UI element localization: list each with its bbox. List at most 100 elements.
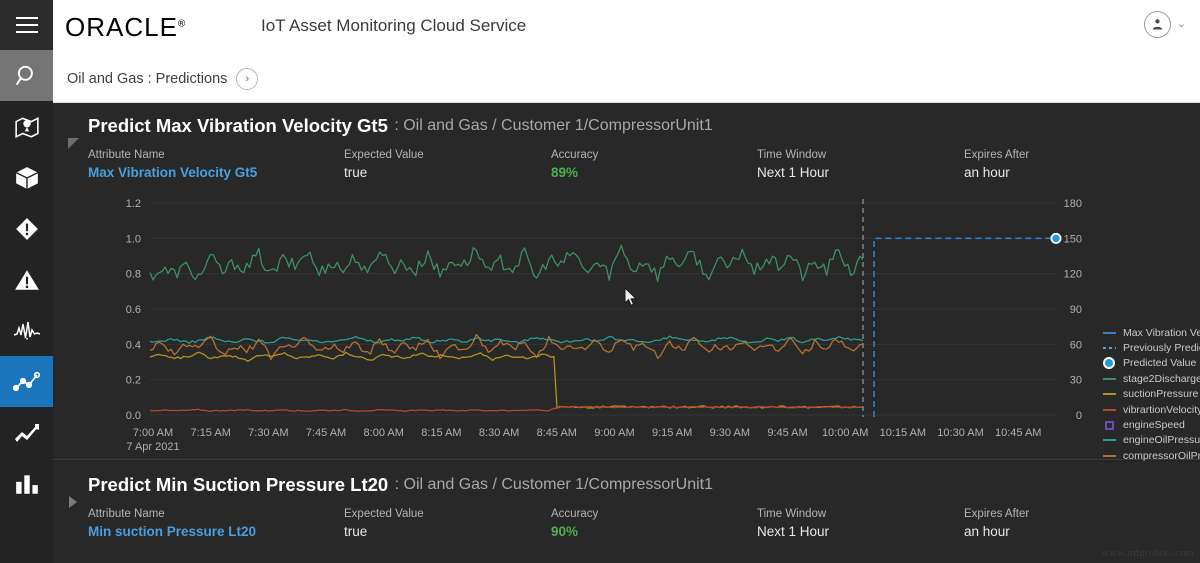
diamond-alert-icon bbox=[14, 216, 40, 242]
legend-item[interactable]: compressorOilPressure bbox=[1102, 448, 1200, 463]
chevron-down-icon[interactable]: ⌄ bbox=[1176, 18, 1186, 30]
sidebar-item-map[interactable] bbox=[0, 101, 53, 152]
meta-label: Expected Value bbox=[344, 508, 424, 520]
meta-attribute-name: Attribute Name Max Vibration Velocity Gt… bbox=[88, 148, 257, 182]
legend-item[interactable]: engineOilPressure bbox=[1102, 433, 1200, 448]
legend-label: vibrartionVelocity bbox=[1123, 403, 1200, 416]
x-axis-tick: 7:00 AM bbox=[133, 427, 173, 439]
y-axis-left-tick: 1.2 bbox=[126, 198, 141, 210]
sidebar-item-incidents[interactable] bbox=[0, 203, 53, 254]
predicted-value-line bbox=[873, 237, 1056, 417]
page-title: Predict Max Vibration Velocity Gt5 bbox=[88, 115, 388, 136]
x-axis-tick: 10:15 AM bbox=[880, 427, 926, 439]
meta-time-window: Time Window Next 1 Hour bbox=[757, 148, 829, 182]
status-badge: 90% bbox=[551, 524, 579, 539]
sidebar-item-assets[interactable] bbox=[0, 152, 53, 203]
y-axis-left-tick: 0.2 bbox=[126, 375, 141, 387]
meta-value: true bbox=[344, 165, 368, 180]
y-axis-left-tick: 0.4 bbox=[126, 339, 141, 351]
prediction-card-min-suction-pressure: Predict Min Suction Pressure Lt20 : Oil … bbox=[53, 462, 1200, 563]
user-menu[interactable]: ⌄ bbox=[1143, 11, 1186, 38]
predicted-value-point bbox=[1050, 232, 1062, 244]
x-axis-tick: 7:15 AM bbox=[191, 427, 231, 439]
x-axis-tick: 9:15 AM bbox=[652, 427, 692, 439]
breadcrumb-bar: Oil and Gas : Predictions › bbox=[53, 50, 1200, 103]
meta-label: Accuracy bbox=[551, 508, 599, 520]
user-avatar-icon bbox=[1152, 19, 1162, 30]
sidebar-item-reports[interactable] bbox=[0, 458, 53, 509]
meta-label: Expires After bbox=[964, 149, 1030, 161]
trending-up-icon bbox=[13, 420, 41, 446]
collapse-toggle-collapsed[interactable] bbox=[66, 495, 80, 509]
series-line-engineOilPressure bbox=[149, 335, 864, 344]
status-badge: 89% bbox=[551, 165, 579, 180]
mouse-cursor bbox=[624, 286, 638, 312]
x-axis-tick: 10:00 AM bbox=[822, 427, 868, 439]
meta-value: an hour bbox=[964, 524, 1010, 539]
breadcrumb[interactable]: Oil and Gas : Predictions › bbox=[67, 68, 259, 90]
legend-swatch-dot-icon bbox=[1102, 359, 1116, 368]
legend-swatch-dash-icon bbox=[1102, 347, 1116, 350]
meta-label: Expected Value bbox=[344, 149, 424, 161]
x-axis-date-label: 7 Apr 2021 bbox=[126, 441, 179, 453]
legend-item[interactable]: Max Vibration Velocity Gt5 bbox=[1102, 325, 1200, 340]
breadcrumb-label: Oil and Gas : Predictions bbox=[67, 71, 228, 87]
legend-item[interactable]: Previously Predicted Value bbox=[1102, 340, 1200, 355]
oracle-logo: ORACLE® bbox=[65, 12, 186, 43]
y-axis-right-tick: 30 bbox=[1070, 375, 1082, 387]
card-subtitle: : Oil and Gas / Customer 1/CompressorUni… bbox=[394, 117, 713, 134]
legend-label: Predicted Value bbox=[1123, 357, 1197, 370]
x-axis-tick: 7:45 AM bbox=[306, 427, 346, 439]
avatar[interactable] bbox=[1143, 11, 1171, 38]
meta-label: Attribute Name bbox=[88, 149, 165, 161]
breadcrumb-next-icon[interactable]: › bbox=[236, 68, 259, 90]
search-icon bbox=[14, 63, 40, 89]
y-axis-right-tick: 180 bbox=[1064, 198, 1082, 210]
map-location-icon bbox=[14, 114, 40, 140]
meta-value: Next 1 Hour bbox=[757, 524, 830, 539]
meta-label: Time Window bbox=[757, 508, 827, 520]
collapse-toggle-expanded[interactable] bbox=[66, 136, 80, 150]
cube-box-icon bbox=[14, 165, 40, 191]
app-title: IoT Asset Monitoring Cloud Service bbox=[261, 16, 527, 35]
legend-item[interactable]: vibrartionVelocity bbox=[1102, 402, 1200, 417]
card-header: Predict Min Suction Pressure Lt20 : Oil … bbox=[88, 474, 713, 496]
meta-value-link[interactable]: Min suction Pressure Lt20 bbox=[88, 524, 257, 539]
meta-value-link[interactable]: Max Vibration Velocity Gt5 bbox=[88, 165, 258, 180]
x-axis-tick: 10:30 AM bbox=[937, 427, 983, 439]
legend-item[interactable]: engineSpeed bbox=[1102, 417, 1200, 432]
prediction-card-max-vibration-velocity: Predict Max Vibration Velocity Gt5 : Oil… bbox=[53, 103, 1200, 486]
legend-item[interactable]: Predicted Value bbox=[1102, 356, 1200, 371]
legend-label: engineSpeed bbox=[1123, 419, 1185, 432]
meta-value: an hour bbox=[964, 165, 1010, 180]
x-axis-tick: 8:45 AM bbox=[537, 427, 577, 439]
meta-value: true bbox=[344, 524, 368, 539]
top-header-bar: ORACLE® IoT Asset Monitoring Cloud Servi… bbox=[53, 0, 1200, 50]
chart-legend: Max Vibration Velocity Gt5 Previously Pre… bbox=[1102, 325, 1200, 488]
sidebar-item-anomalies[interactable] bbox=[0, 305, 53, 356]
legend-swatch-line-icon bbox=[1102, 408, 1116, 411]
hamburger-menu-button[interactable] bbox=[0, 0, 53, 50]
triangle-warning-icon bbox=[14, 267, 40, 293]
y-axis-left-tick: 0.8 bbox=[126, 269, 141, 281]
prediction-chart[interactable]: 0.0 0.2 0.4 0.6 0.8 1.0 1.2 0 30 60 90 120 150 180 7:0… bbox=[53, 191, 1200, 456]
meta-label: Time Window bbox=[757, 149, 827, 161]
sidebar-item-search[interactable] bbox=[0, 50, 53, 101]
legend-item[interactable]: suctionPressure bbox=[1102, 387, 1200, 402]
legend-label: compressorOilPressure bbox=[1123, 449, 1200, 462]
sidebar-item-predictions[interactable] bbox=[0, 356, 53, 407]
meta-time-window: Time Window Next 1 Hour bbox=[757, 507, 829, 541]
sidebar-item-trends[interactable] bbox=[0, 407, 53, 458]
card-header: Predict Max Vibration Velocity Gt5 : Oil… bbox=[88, 115, 713, 137]
legend-label: engineOilPressure bbox=[1123, 434, 1200, 447]
meta-label: Attribute Name bbox=[88, 508, 165, 520]
meta-attribute-name: Attribute Name Min suction Pressure Lt20 bbox=[88, 507, 256, 541]
x-axis-tick: 9:00 AM bbox=[594, 427, 634, 439]
legend-label: Previously Predicted Value bbox=[1123, 342, 1200, 355]
x-axis-tick: 10:45 AM bbox=[995, 427, 1041, 439]
sidebar-item-alerts[interactable] bbox=[0, 254, 53, 305]
legend-label: suctionPressure bbox=[1123, 388, 1199, 401]
legend-swatch-line-icon bbox=[1102, 439, 1116, 442]
legend-item[interactable]: stage2DischargePressure bbox=[1102, 371, 1200, 386]
y-axis-left-tick: 0.6 bbox=[126, 304, 141, 316]
